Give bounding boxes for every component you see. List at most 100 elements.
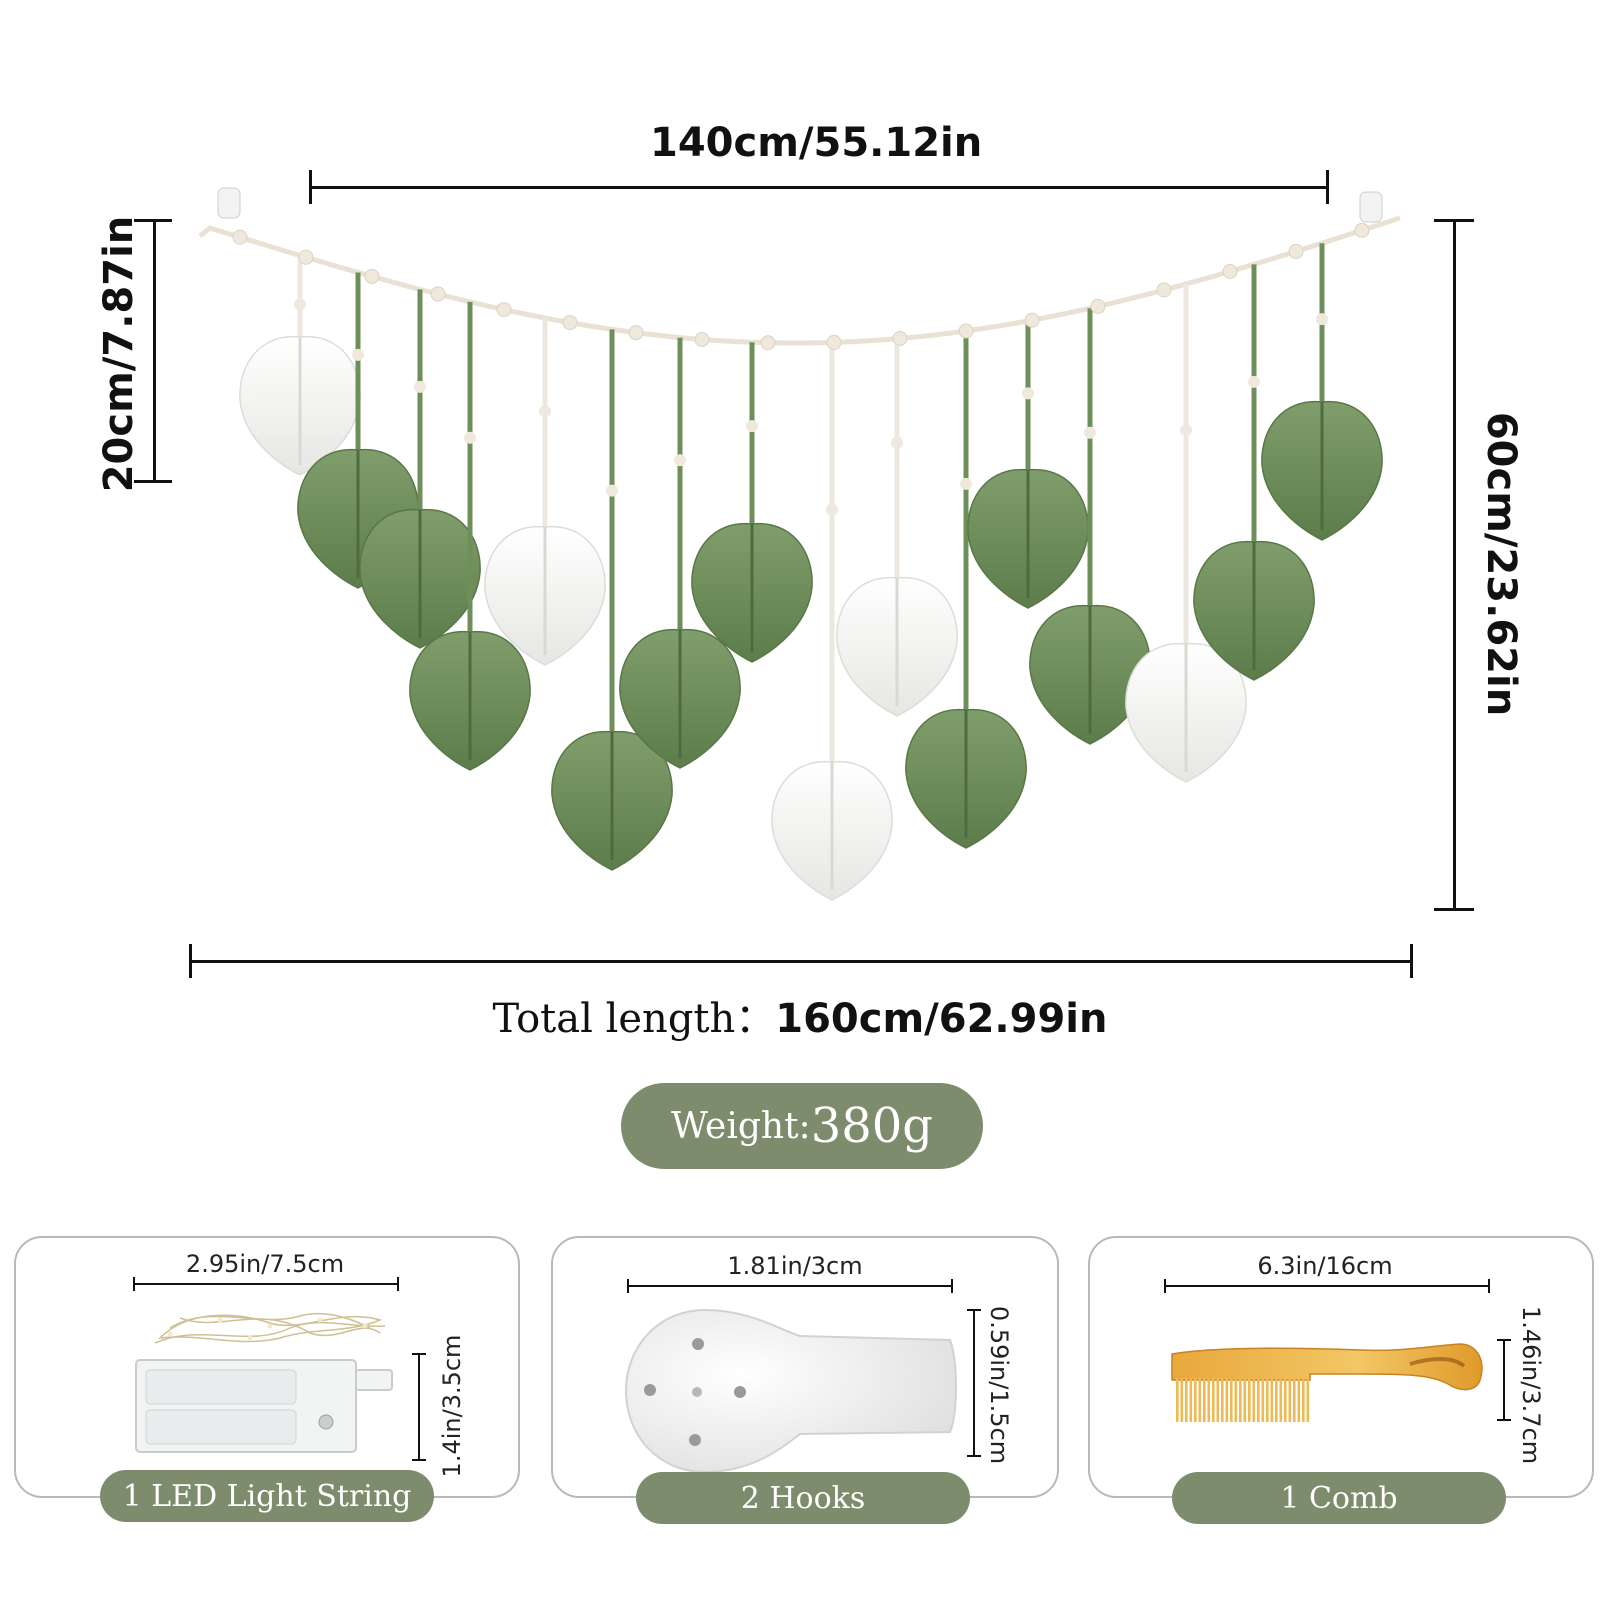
total-length-line — [190, 960, 1412, 963]
wall-hook-left-icon — [217, 187, 241, 219]
rope-bead — [892, 330, 908, 346]
rope-bead — [1354, 222, 1370, 238]
rope-bead — [562, 315, 578, 331]
rope-bead — [826, 334, 842, 350]
wood-bead — [1248, 375, 1260, 388]
wood-bead — [1022, 387, 1034, 400]
hooks-width-label: 1.81in/3cm — [727, 1252, 863, 1280]
hooks-width-line — [628, 1285, 952, 1287]
wood-bead — [606, 484, 618, 497]
total-length-tick-left — [189, 944, 192, 978]
right-height-tick-bottom — [1434, 908, 1474, 911]
comb-tooth — [1225, 1378, 1229, 1422]
comb-tooth — [1189, 1378, 1193, 1422]
comb-tooth — [1198, 1378, 1202, 1422]
left-drop-line — [153, 220, 156, 482]
comb-tooth — [1261, 1378, 1265, 1422]
comb-tooth — [1252, 1378, 1256, 1422]
wood-bead — [1084, 426, 1096, 439]
rope-bead — [364, 268, 380, 284]
wood-bead — [674, 454, 686, 467]
comb-tooth — [1216, 1378, 1220, 1422]
comb-tooth — [1266, 1378, 1269, 1422]
left-drop-tick-bottom — [134, 480, 172, 483]
comb-tooth — [1257, 1378, 1260, 1422]
comb-height-tick-top — [1497, 1339, 1511, 1341]
left-drop-tick-top — [134, 219, 172, 222]
hooks-title: 2 Hooks — [740, 1480, 866, 1516]
wood-bead — [464, 431, 476, 444]
hooks-width-tick-right — [951, 1279, 953, 1293]
comb-tooth — [1185, 1378, 1188, 1422]
comb-tooth — [1284, 1378, 1287, 1422]
rope-bead — [958, 323, 974, 339]
comb-tooth — [1293, 1378, 1296, 1422]
comb-tooth — [1248, 1378, 1251, 1422]
comb-title-badge: 1 Comb — [1172, 1472, 1506, 1524]
wood-bead — [1316, 313, 1328, 326]
wood-bead — [1180, 424, 1192, 437]
right-height-label: 60cm/23.62in — [1478, 411, 1524, 717]
rope-bead — [1090, 298, 1106, 314]
comb-tooth — [1207, 1378, 1211, 1422]
comb-tooth — [1239, 1378, 1242, 1422]
wood-bead — [826, 503, 838, 516]
comb-width-tick-right — [1488, 1279, 1490, 1293]
led-title-badge: 1 LED Light String — [100, 1470, 434, 1522]
comb-tooth — [1194, 1378, 1197, 1422]
wood-bead — [539, 405, 551, 418]
comb-width-label: 6.3in/16cm — [1257, 1252, 1393, 1280]
rope-bead — [760, 335, 776, 351]
comb-tooth — [1180, 1378, 1184, 1422]
rope-bead — [1288, 243, 1304, 259]
led-height-label: 1.4in/3.5cm — [438, 1334, 466, 1478]
total-length-label: Total length： — [492, 996, 776, 1042]
comb-title: 1 Comb — [1280, 1480, 1398, 1516]
comb-width-line — [1165, 1285, 1489, 1287]
led-width-tick-left — [133, 1277, 135, 1291]
comb-tooth — [1270, 1378, 1274, 1422]
rope-bead — [1024, 312, 1040, 328]
led-height-tick-bottom — [412, 1459, 426, 1461]
led-title: 1 LED Light String — [122, 1478, 412, 1514]
hooks-height-tick-bottom — [967, 1455, 981, 1457]
comb-height-label: 1.46in/3.7cm — [1517, 1305, 1545, 1465]
wood-bead — [746, 420, 758, 433]
hooks-height-line — [973, 1310, 975, 1456]
comb-tooth — [1230, 1378, 1233, 1422]
total-length-row: Total length：160cm/62.99in — [400, 986, 1200, 1044]
weight-label: Weight: — [670, 1105, 811, 1147]
wood-bead — [960, 477, 972, 490]
left-drop-label: 20cm/7.87in — [96, 215, 142, 493]
comb-icon — [1171, 1343, 1483, 1422]
comb-tooth — [1275, 1378, 1278, 1422]
comb-tooth — [1212, 1378, 1215, 1422]
wall-hook-icon — [624, 1308, 957, 1474]
right-height-line — [1453, 220, 1456, 910]
led-width-label: 2.95in/7.5cm — [185, 1250, 345, 1278]
comb-tooth — [1297, 1378, 1301, 1422]
comb-tooth — [1176, 1378, 1179, 1422]
rope-bead — [1222, 263, 1238, 279]
led-height-tick-top — [412, 1353, 426, 1355]
hooks-width-tick-left — [627, 1279, 629, 1293]
comb-height-tick-bottom — [1497, 1419, 1511, 1421]
comb-tooth — [1243, 1378, 1247, 1422]
hooks-title-badge: 2 Hooks — [636, 1472, 970, 1524]
weight-value: 380g — [810, 1098, 934, 1154]
rope-bead — [298, 249, 314, 265]
comb-tooth — [1203, 1378, 1206, 1422]
wood-bead — [414, 380, 426, 393]
comb-height-line — [1503, 1340, 1505, 1420]
rope-bead — [694, 331, 710, 347]
wall-hook-right-icon — [1359, 191, 1383, 223]
comb-tooth — [1288, 1378, 1292, 1422]
wood-bead — [294, 298, 306, 311]
comb-tooth — [1302, 1378, 1305, 1422]
comb-width-tick-left — [1164, 1279, 1166, 1293]
comb-tooth — [1234, 1378, 1238, 1422]
total-length-value: 160cm/62.99in — [775, 996, 1108, 1042]
top-width-label: 140cm/55.12in — [650, 120, 983, 166]
rope-bead — [232, 229, 248, 245]
